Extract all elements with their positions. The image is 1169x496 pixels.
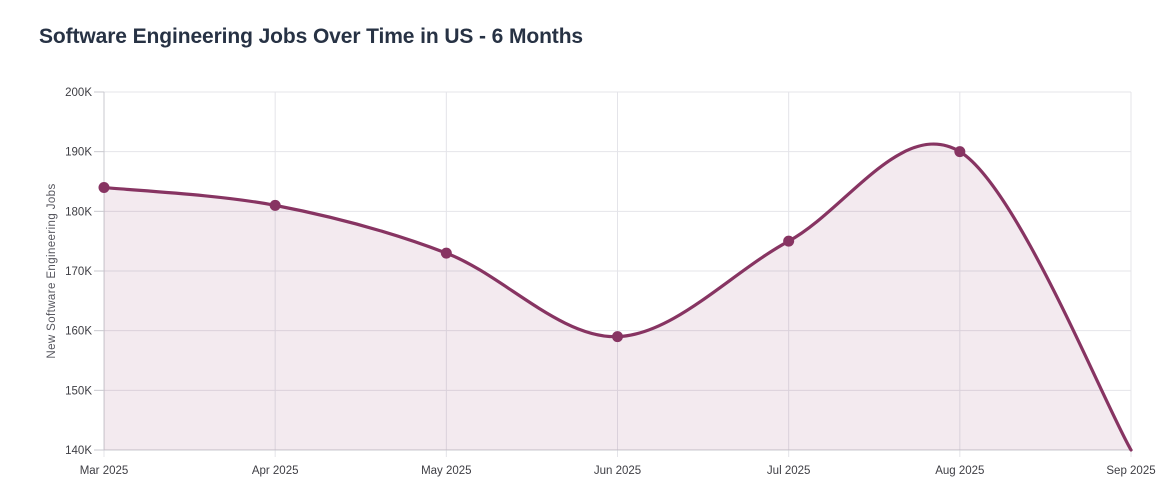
y-tick-label: 180K <box>65 206 92 218</box>
y-tick-label: 170K <box>65 266 92 278</box>
data-point-marker[interactable] <box>783 235 795 247</box>
x-tick-label: Apr 2025 <box>252 465 299 477</box>
x-tick-label: Jun 2025 <box>594 465 641 477</box>
data-point-marker[interactable] <box>98 181 110 193</box>
data-point-marker[interactable] <box>954 146 966 158</box>
x-tick-label: Jul 2025 <box>767 465 810 477</box>
y-tick-label: 160K <box>65 326 92 338</box>
data-point-marker[interactable] <box>440 247 452 259</box>
data-point-marker[interactable] <box>612 331 623 343</box>
chart-title: Software Engineering Jobs Over Time in U… <box>39 25 584 48</box>
x-tick-label: Sep 2025 <box>1106 465 1155 477</box>
y-tick-label: 150K <box>65 385 92 397</box>
x-tick-label: Aug 2025 <box>935 465 984 477</box>
x-tick-label: Mar 2025 <box>80 465 129 477</box>
data-point-marker[interactable] <box>269 199 281 211</box>
trend-line <box>102 142 1133 452</box>
area-fill <box>104 144 1131 450</box>
x-tick-label: May 2025 <box>421 465 472 477</box>
y-tick-label: 200K <box>65 87 92 99</box>
y-tick-label: 190K <box>65 147 92 159</box>
y-tick-label: 140K <box>65 445 92 457</box>
